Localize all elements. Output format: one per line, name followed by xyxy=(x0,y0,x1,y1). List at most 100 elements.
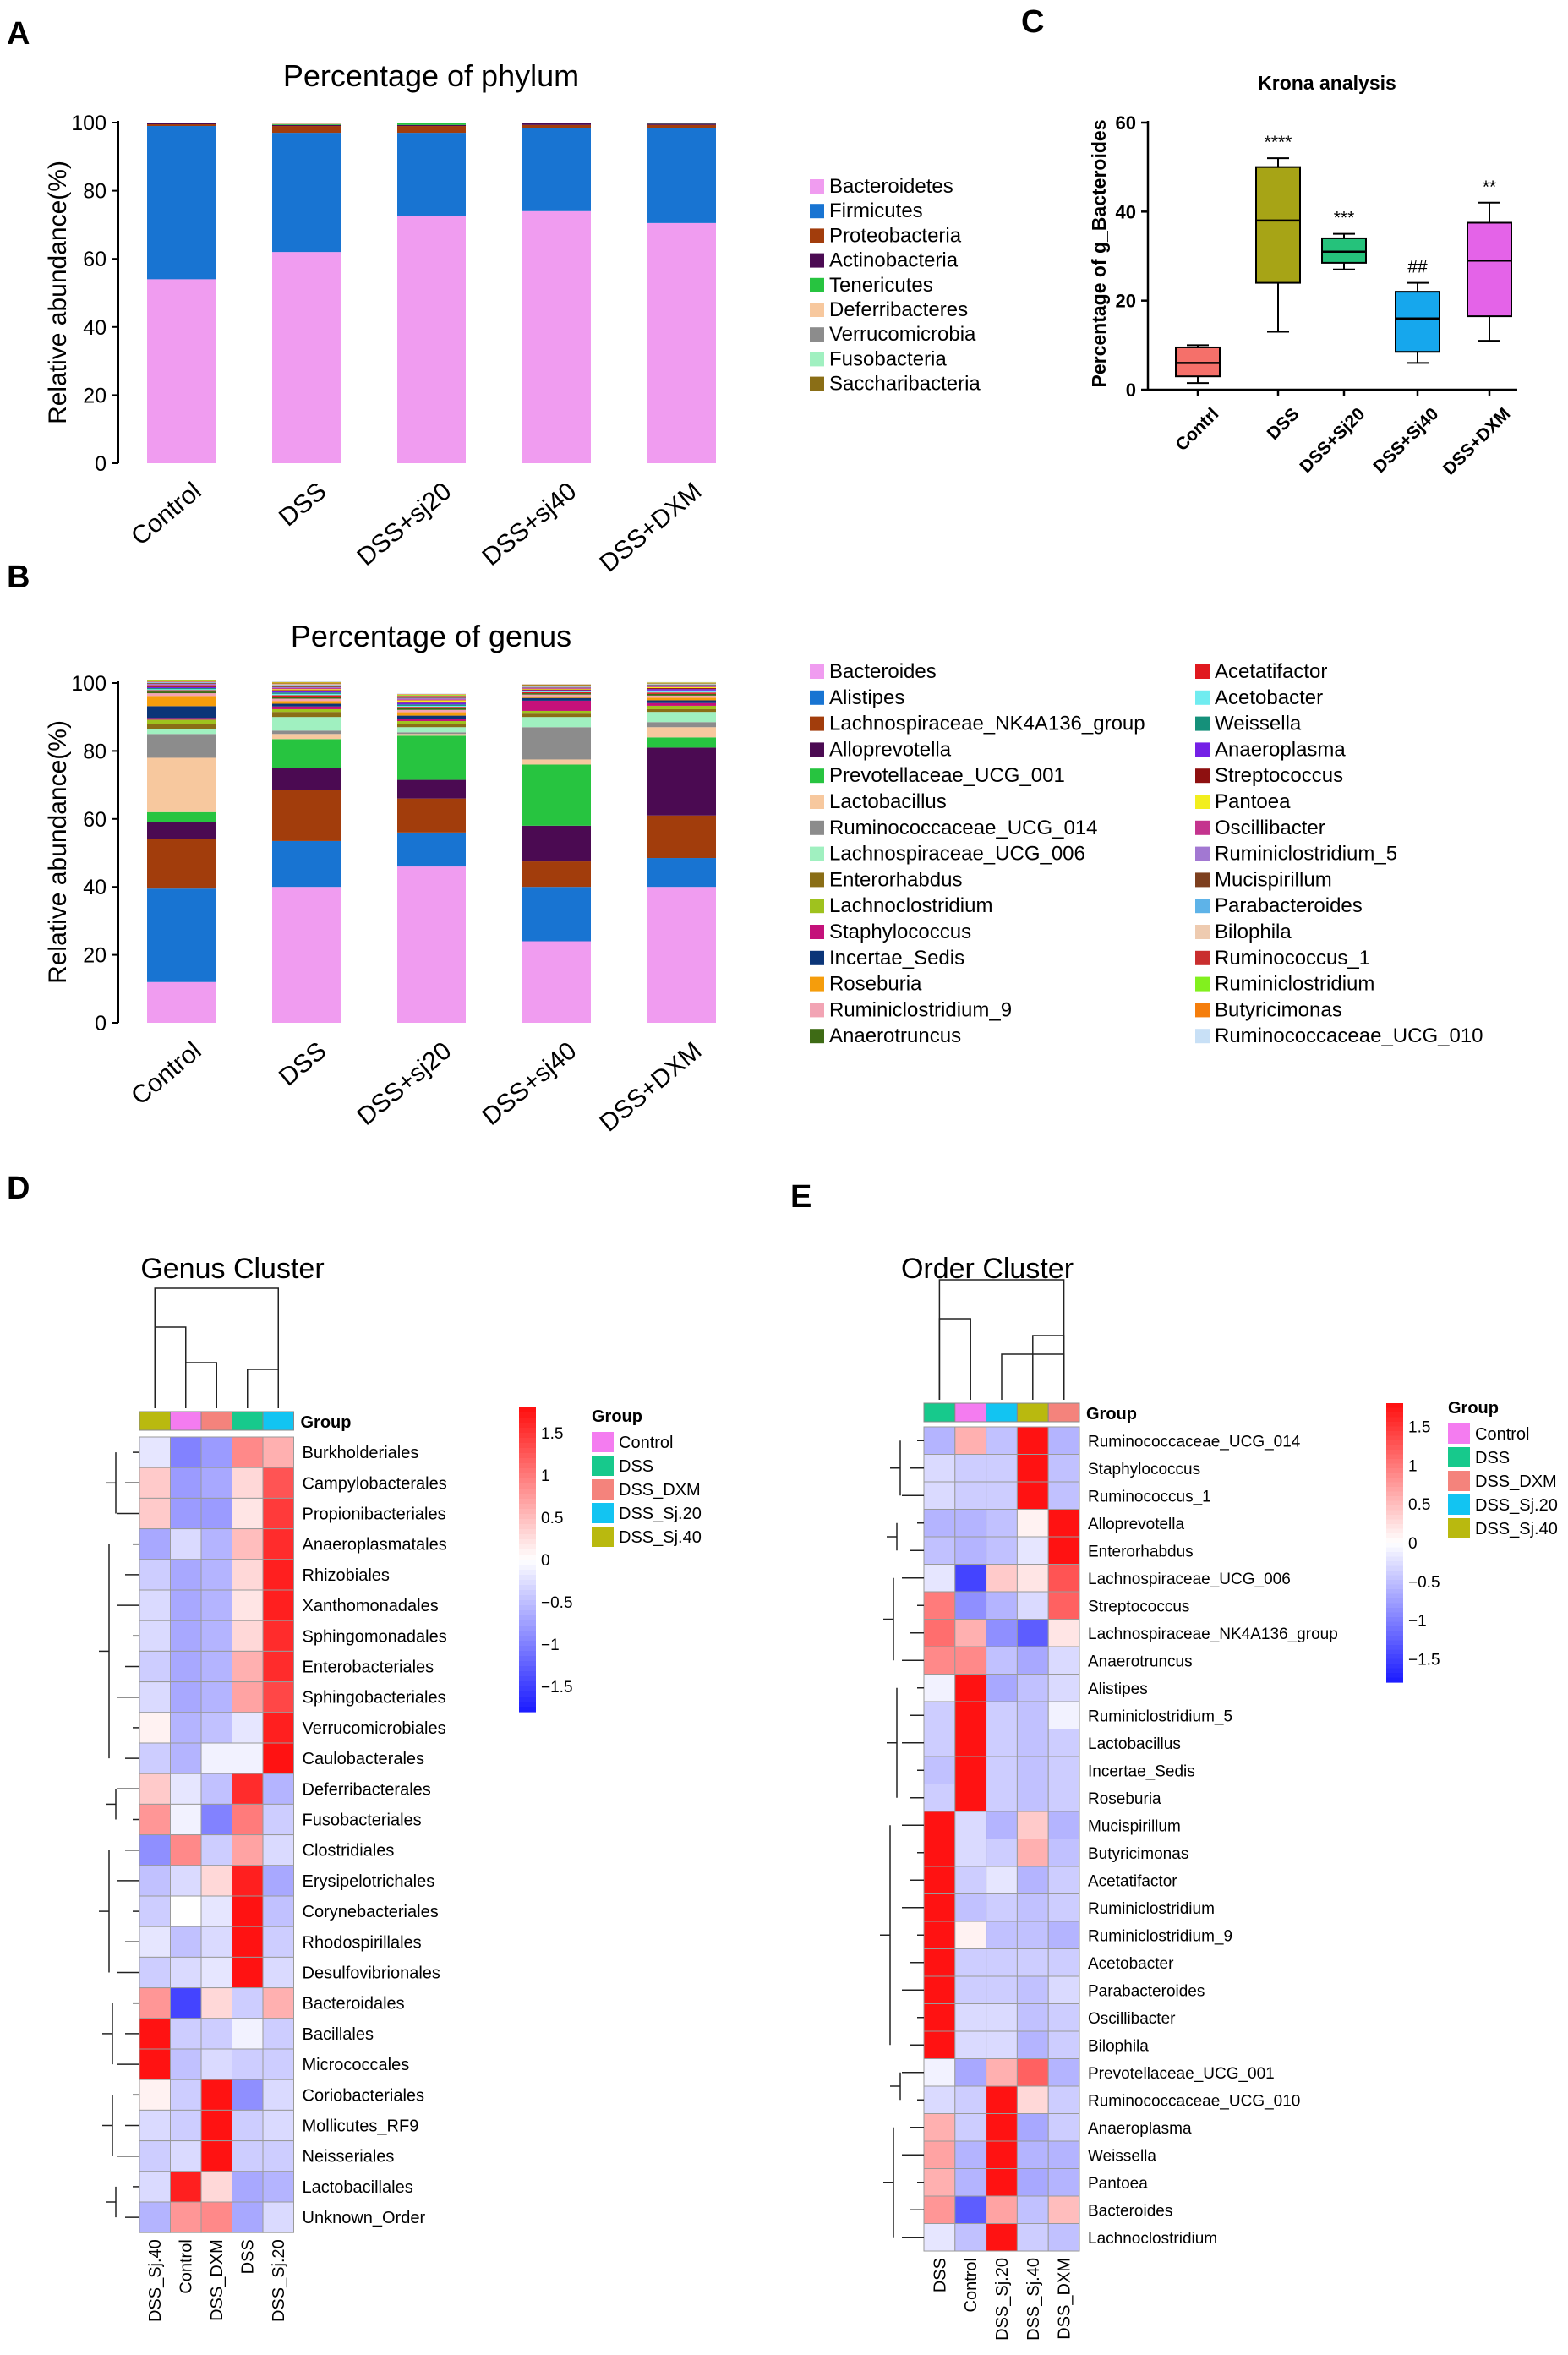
heatmap-cell xyxy=(262,1497,294,1530)
heatmap-cell xyxy=(954,1646,987,1675)
heatmap-cell xyxy=(232,1712,264,1744)
heatmap-cell xyxy=(170,1559,202,1591)
row-label: Ruminococcaceae_UCG_010 xyxy=(1088,2092,1300,2110)
color-scale-step xyxy=(519,1473,536,1479)
x-tick-label: DSS xyxy=(1264,404,1303,444)
group-bar-cell xyxy=(1047,1402,1080,1423)
row-label: Rhodospirillales xyxy=(303,1933,422,1952)
color-scale-step xyxy=(1386,1407,1403,1413)
color-scale-step xyxy=(519,1615,536,1621)
bar-segment-anaeroplasma xyxy=(647,689,716,691)
color-scale-step xyxy=(519,1514,536,1520)
bar-segment-mucispirillum xyxy=(522,686,591,688)
bar-segment-bacteroidetes xyxy=(147,279,216,463)
heatmap-cell xyxy=(1047,2085,1080,2114)
color-scale-step xyxy=(1386,1440,1403,1446)
bar-segment-lachnoclostridium xyxy=(522,710,591,714)
x-tick-label: DSS+Sj40 xyxy=(1369,404,1442,477)
y-tick-label: 40 xyxy=(1116,201,1136,222)
heatmap-cell xyxy=(200,1834,232,1866)
bar-segment-alistipes xyxy=(272,840,341,888)
bar-segment-actinobacteria xyxy=(647,123,716,125)
bar-segment-staphylococcus xyxy=(397,719,466,722)
legend-label: Lachnospiraceae_UCG_006 xyxy=(829,843,1085,866)
heatmap-cell xyxy=(923,2113,956,2142)
bar-segment-oscillibacter xyxy=(522,688,591,689)
row-label: Lachnoclostridium xyxy=(1088,2230,1217,2248)
color-scale-step xyxy=(1386,1584,1403,1590)
panel-c-box-chart: Krona analysis Percentage of g_Bacteroid… xyxy=(1088,72,1517,479)
row-label: Burkholderiales xyxy=(303,1444,419,1462)
bar-segment-acetatifactor xyxy=(522,691,591,694)
color-scale-step xyxy=(1386,1543,1403,1549)
bar-segment-roseburia xyxy=(647,697,716,701)
bar-segment-anaerotruncus xyxy=(272,697,341,699)
bar-segment-lachnospiraceae-ucg-006 xyxy=(147,729,216,735)
row-label: Clostridiales xyxy=(303,1842,395,1861)
heatmap-cell xyxy=(954,1893,987,1922)
bar-segment-weissella xyxy=(147,688,216,690)
heatmap-cell xyxy=(986,2168,1018,2197)
bar-segment-lachnospiraceae-ucg-006 xyxy=(647,712,716,723)
color-scale-step xyxy=(1386,1621,1403,1627)
heatmap-cell xyxy=(232,2018,264,2050)
bar-segment-incertae-sedis xyxy=(272,703,341,707)
bar-segment-ruminiclostridium-5 xyxy=(522,687,591,689)
heatmap-cell xyxy=(954,1839,987,1867)
heatmap-cell xyxy=(986,2030,1018,2059)
bar-segment-bilophila xyxy=(272,684,341,686)
bar-segment-lachnospiraceae-nk4a136-group xyxy=(272,790,341,841)
bar-segment-lachnospiraceae-ucg-006 xyxy=(272,717,341,731)
column-label: DSS xyxy=(931,2258,949,2292)
color-scale-step xyxy=(519,1539,536,1545)
heatmap-cell xyxy=(170,2048,202,2080)
heatmap-cell xyxy=(1047,1975,1080,2004)
heatmap-cell xyxy=(954,1674,987,1702)
color-scale-tick: 1.5 xyxy=(541,1425,563,1443)
bar-segment-alistipes xyxy=(147,888,216,982)
bar-segment-ruminococcaceae-ucg-010 xyxy=(397,693,466,695)
color-scale-step xyxy=(519,1600,536,1606)
heatmap-cell xyxy=(232,1865,264,1897)
heatmap-cell xyxy=(954,1591,987,1620)
bar-segment-lachnospiraceae-nk4a136-group xyxy=(522,861,591,888)
heatmap-cell xyxy=(986,1536,1018,1565)
heatmap-cell xyxy=(986,1701,1018,1729)
bar-segment-staphylococcus xyxy=(147,718,216,720)
bar-segment-alloprevotella xyxy=(647,747,716,816)
heatmap-cell xyxy=(200,1712,232,1744)
bar-segment-oscillibacter xyxy=(397,699,466,701)
color-scale-step xyxy=(519,1620,536,1626)
legend-label: Fusobacteria xyxy=(829,347,947,370)
bar-segment-ruminiclostridium-9 xyxy=(522,694,591,697)
bar-segment-ruminococcaceae-ucg-010 xyxy=(647,681,716,683)
color-scale-step xyxy=(1386,1673,1403,1679)
bar-segment-firmicutes xyxy=(272,133,341,253)
heatmap-cell xyxy=(139,2018,171,2050)
heatmap-cell xyxy=(262,1681,294,1713)
row-label: Anaeroplasmatales xyxy=(303,1536,447,1555)
heatmap-cell xyxy=(954,1619,987,1647)
row-label: Acetatifactor xyxy=(1088,1872,1177,1890)
heatmap-cell xyxy=(1016,1729,1049,1757)
panel-b-genus-chart: Percentage of genus Relative abundance(%… xyxy=(44,619,1483,1138)
heatmap-cell xyxy=(200,2018,232,2050)
legend-swatch xyxy=(810,872,824,888)
heatmap-d-title: Genus Cluster xyxy=(140,1253,324,1285)
heatmap-cell xyxy=(262,2171,294,2203)
column-label: DSS_DXM xyxy=(208,2239,227,2321)
y-tick-label: 60 xyxy=(83,808,107,832)
heatmap-cell xyxy=(139,1620,171,1652)
heatmap-cell xyxy=(262,1589,294,1621)
bar-segment-ruminococcaceae-ucg-010 xyxy=(272,680,341,682)
bar-segment-anaeroplasma xyxy=(397,702,466,705)
column-dendrogram-branch xyxy=(247,1369,279,1408)
bar-segment-prevotellaceae-ucg-001 xyxy=(647,737,716,748)
group-bar-cell xyxy=(954,1402,987,1423)
heatmap-cell xyxy=(954,1701,987,1729)
heatmap-cell xyxy=(1016,2085,1049,2114)
heatmap-cell xyxy=(1047,1866,1080,1894)
heatmap-cell xyxy=(986,1839,1018,1867)
heatmap-cell xyxy=(232,1987,264,2019)
